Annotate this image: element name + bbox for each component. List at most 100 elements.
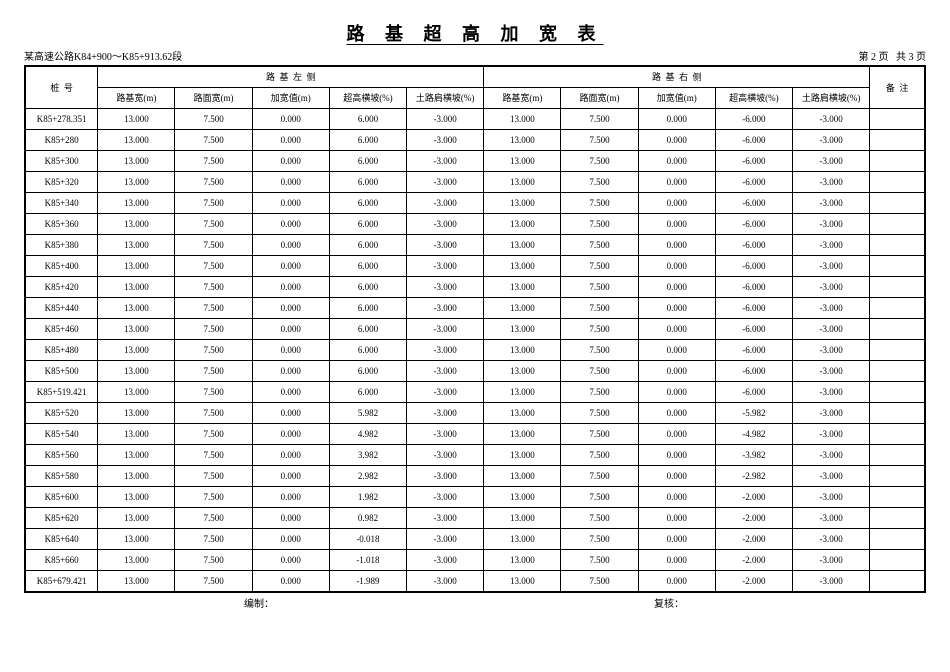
table-cell: 0.000	[638, 445, 715, 466]
table-cell: K85+500	[25, 361, 98, 382]
table-cell	[870, 235, 925, 256]
table-cell: 13.000	[98, 193, 175, 214]
table-cell: -3.000	[407, 340, 484, 361]
table-cell: -3.000	[407, 550, 484, 571]
table-cell: 2.982	[329, 466, 406, 487]
table-cell: 3.982	[329, 445, 406, 466]
table-cell: 0.000	[638, 151, 715, 172]
col-l1: 路面宽(m)	[175, 88, 252, 109]
table-cell: 0.000	[638, 193, 715, 214]
table-cell: -2.000	[715, 529, 792, 550]
table-cell: K85+640	[25, 529, 98, 550]
table-cell: 13.000	[484, 298, 561, 319]
table-cell: 13.000	[98, 361, 175, 382]
table-cell: -3.000	[793, 424, 870, 445]
table-cell: -3.000	[793, 571, 870, 593]
table-cell: 7.500	[175, 550, 252, 571]
table-cell: 7.500	[561, 193, 638, 214]
table-row: K85+46013.0007.5000.0006.000-3.00013.000…	[25, 319, 925, 340]
table-cell: 13.000	[484, 571, 561, 593]
col-r3: 超高横坡(%)	[715, 88, 792, 109]
table-cell: 7.500	[175, 382, 252, 403]
table-cell: K85+480	[25, 340, 98, 361]
table-cell: -3.000	[793, 193, 870, 214]
table-cell: K85+580	[25, 466, 98, 487]
table-cell: 6.000	[329, 172, 406, 193]
table-cell: 0.000	[638, 340, 715, 361]
table-cell: -3.000	[407, 130, 484, 151]
table-cell: 7.500	[175, 571, 252, 593]
table-cell: -6.000	[715, 109, 792, 130]
col-r0: 路基宽(m)	[484, 88, 561, 109]
table-row: K85+54013.0007.5000.0004.982-3.00013.000…	[25, 424, 925, 445]
table-cell: -6.000	[715, 130, 792, 151]
table-cell: 0.000	[638, 508, 715, 529]
table-cell: -6.000	[715, 172, 792, 193]
table-row: K85+38013.0007.5000.0006.000-3.00013.000…	[25, 235, 925, 256]
table-cell: 0.000	[638, 466, 715, 487]
table-cell: K85+400	[25, 256, 98, 277]
table-cell: 7.500	[175, 508, 252, 529]
table-cell: K85+540	[25, 424, 98, 445]
table-cell: 1.982	[329, 487, 406, 508]
table-cell: 13.000	[98, 130, 175, 151]
table-cell: 4.982	[329, 424, 406, 445]
table-cell: -3.000	[407, 214, 484, 235]
col-r1: 路面宽(m)	[561, 88, 638, 109]
table-cell: -6.000	[715, 151, 792, 172]
table-cell: -3.000	[407, 193, 484, 214]
table-cell: 0.000	[252, 277, 329, 298]
table-row: K85+30013.0007.5000.0006.000-3.00013.000…	[25, 151, 925, 172]
col-station: 桩 号	[25, 66, 98, 109]
table-cell: 6.000	[329, 130, 406, 151]
table-cell: 13.000	[484, 529, 561, 550]
table-cell: 7.500	[561, 319, 638, 340]
table-cell: 13.000	[484, 256, 561, 277]
table-cell: -2.982	[715, 466, 792, 487]
table-cell: 0.000	[638, 277, 715, 298]
table-row: K85+50013.0007.5000.0006.000-3.00013.000…	[25, 361, 925, 382]
table-row: K85+40013.0007.5000.0006.000-3.00013.000…	[25, 256, 925, 277]
table-cell: 7.500	[561, 235, 638, 256]
table-cell: 0.000	[638, 319, 715, 340]
table-row: K85+36013.0007.5000.0006.000-3.00013.000…	[25, 214, 925, 235]
table-cell: -6.000	[715, 340, 792, 361]
table-cell: -3.000	[407, 319, 484, 340]
table-cell: 0.000	[638, 109, 715, 130]
col-group-left: 路 基 左 侧	[98, 66, 484, 88]
table-cell: 0.000	[638, 298, 715, 319]
table-cell: 7.500	[175, 256, 252, 277]
table-cell: 7.500	[561, 487, 638, 508]
table-cell	[870, 340, 925, 361]
table-cell: -3.000	[793, 487, 870, 508]
table-cell: 0.000	[252, 151, 329, 172]
table-cell: 13.000	[484, 193, 561, 214]
table-cell: K85+420	[25, 277, 98, 298]
table-cell	[870, 403, 925, 424]
table-row: K85+52013.0007.5000.0005.982-3.00013.000…	[25, 403, 925, 424]
table-row: K85+56013.0007.5000.0003.982-3.00013.000…	[25, 445, 925, 466]
table-cell: 7.500	[175, 445, 252, 466]
table-cell: 0.000	[638, 550, 715, 571]
table-cell: 7.500	[561, 151, 638, 172]
table-cell: K85+519.421	[25, 382, 98, 403]
table-cell: -3.000	[407, 235, 484, 256]
col-remark: 备 注	[870, 66, 925, 109]
table-cell: 13.000	[98, 529, 175, 550]
table-cell: 7.500	[175, 403, 252, 424]
table-cell	[870, 172, 925, 193]
table-cell	[870, 277, 925, 298]
table-cell: K85+679.421	[25, 571, 98, 593]
table-row: K85+42013.0007.5000.0006.000-3.00013.000…	[25, 277, 925, 298]
table-cell: 7.500	[175, 487, 252, 508]
table-cell: 13.000	[98, 382, 175, 403]
table-cell: 13.000	[98, 340, 175, 361]
table-cell: 7.500	[175, 340, 252, 361]
table-cell: 13.000	[98, 151, 175, 172]
table-cell: 13.000	[98, 487, 175, 508]
table-cell: 6.000	[329, 214, 406, 235]
table-cell: 7.500	[175, 214, 252, 235]
table-cell: -3.000	[407, 256, 484, 277]
table-cell: 7.500	[561, 529, 638, 550]
table-row: K85+278.35113.0007.5000.0006.000-3.00013…	[25, 109, 925, 130]
